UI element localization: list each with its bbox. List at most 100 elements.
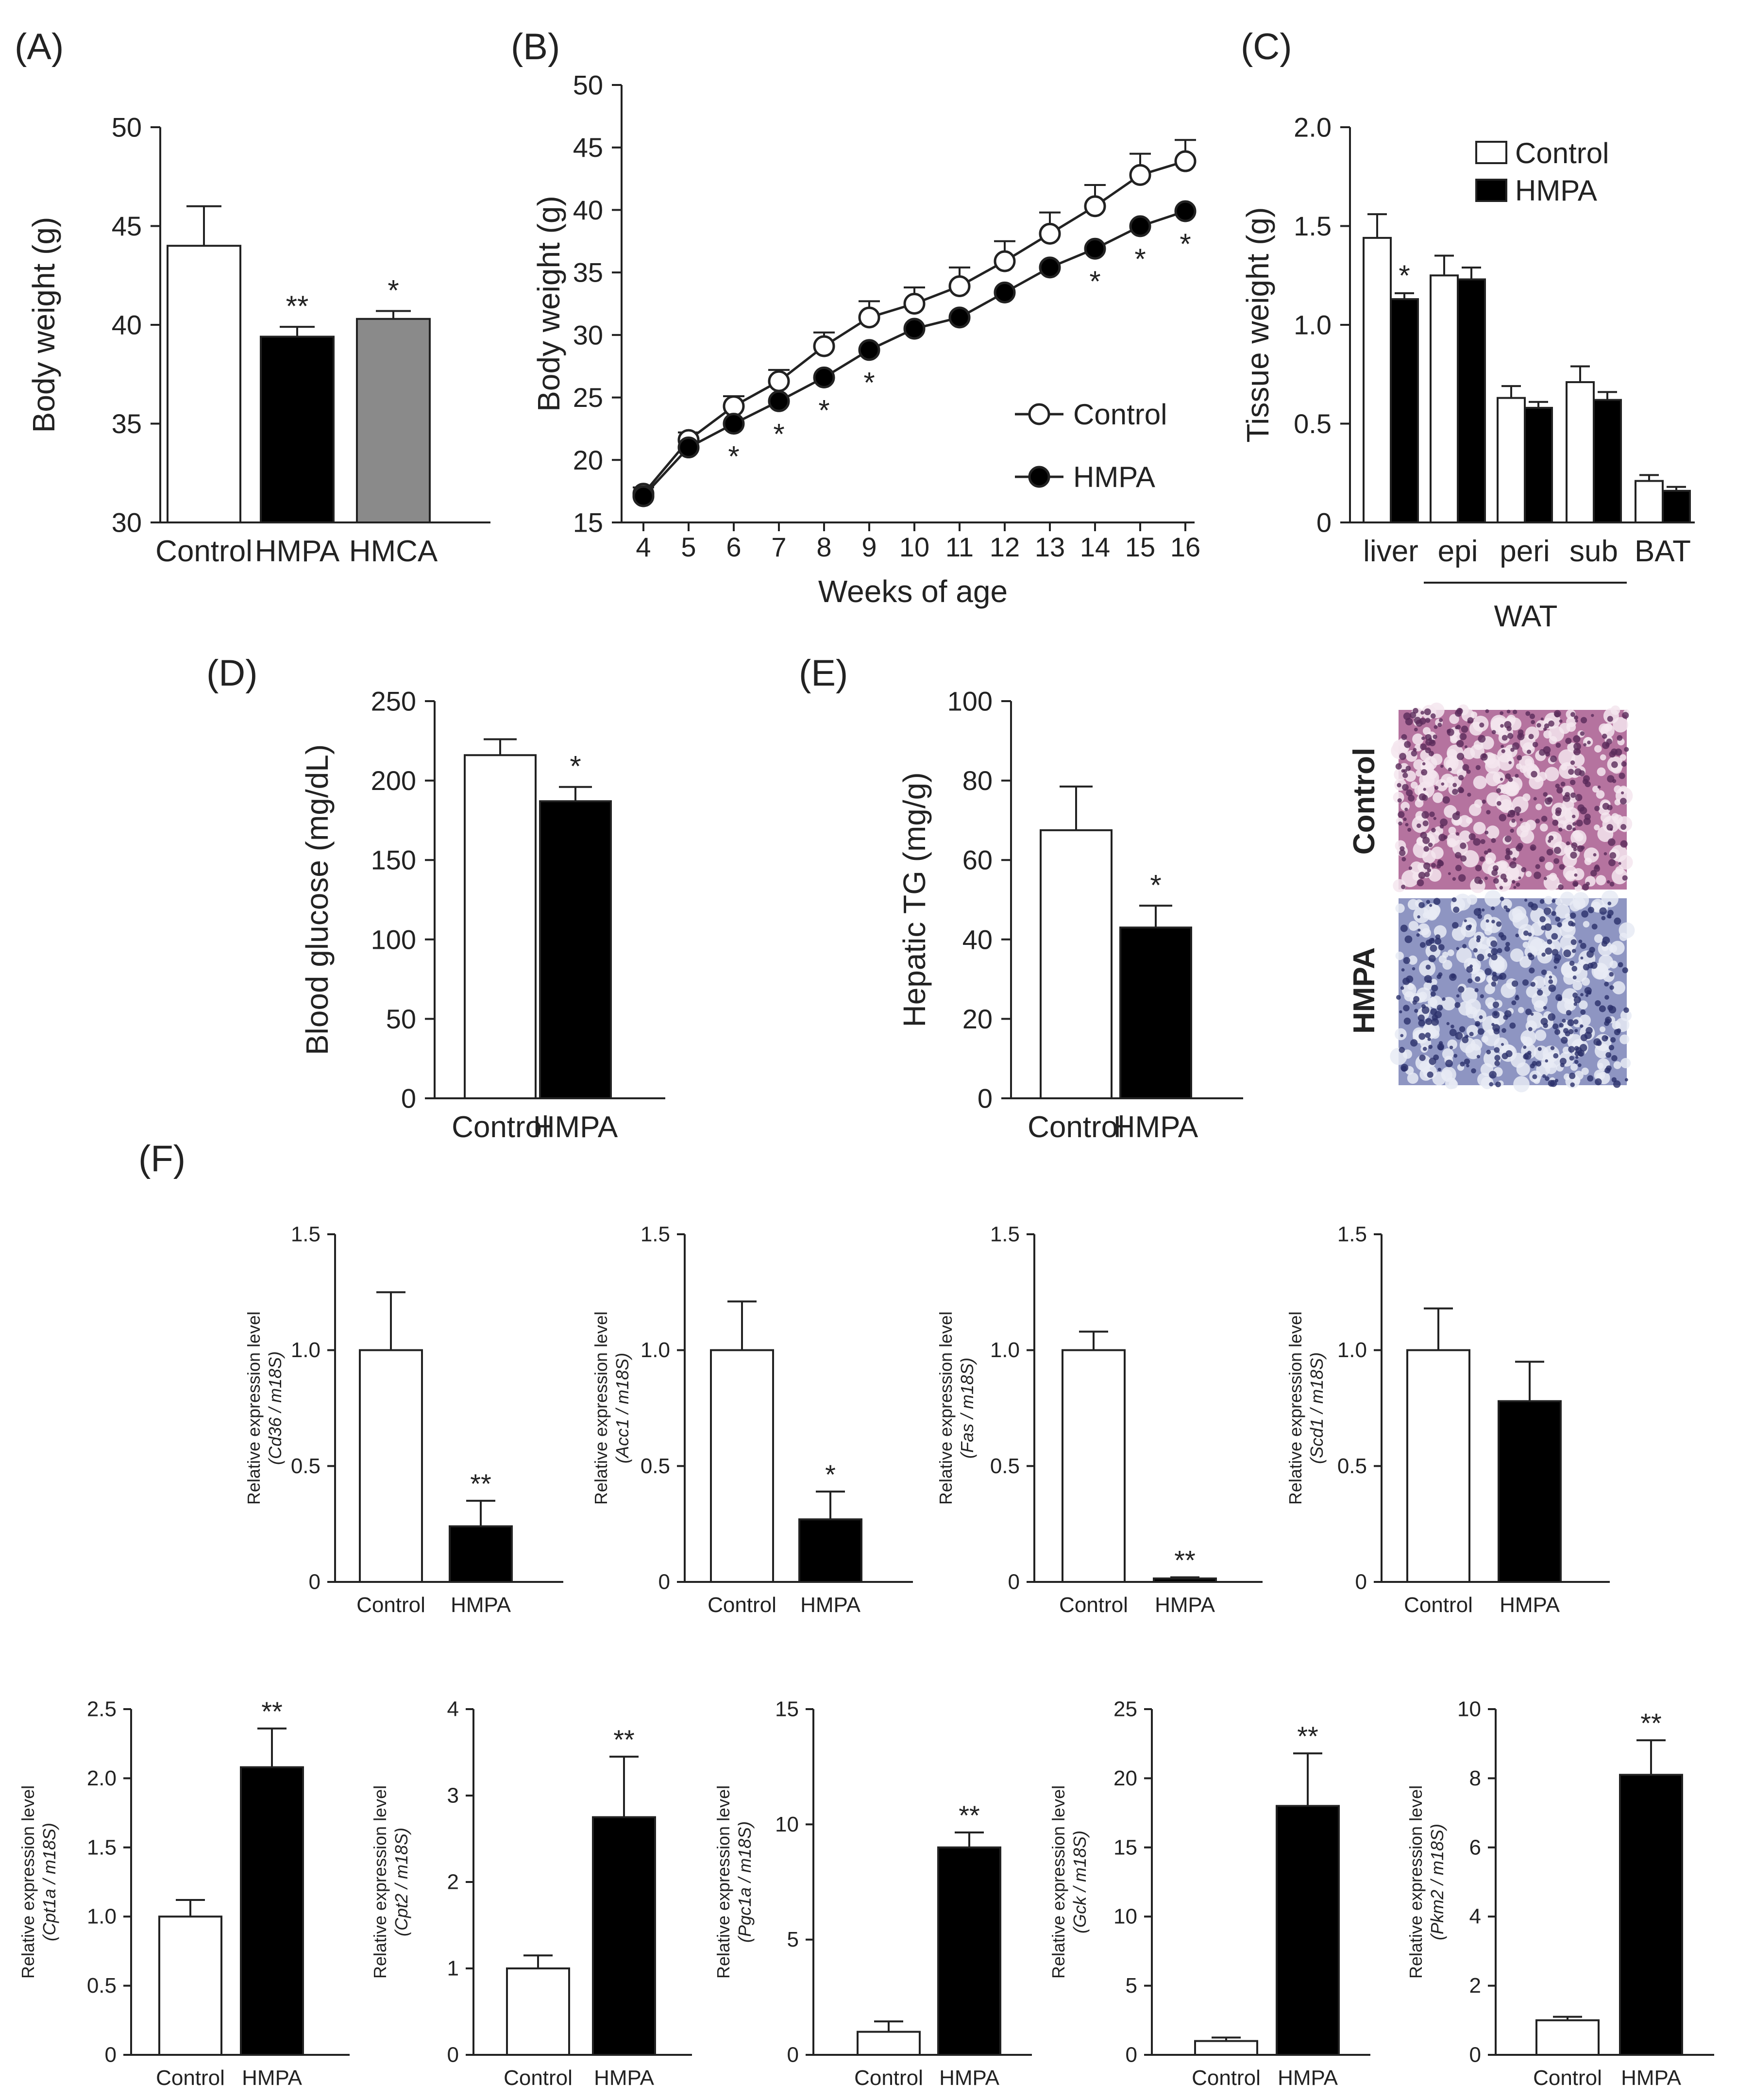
tissue-nucleus xyxy=(1507,733,1514,739)
legend-swatch-hmpa xyxy=(1475,179,1507,202)
legend-label-control: Control xyxy=(1073,398,1167,431)
tissue-nucleus xyxy=(1578,940,1583,943)
tissue-vacuole xyxy=(1462,850,1479,868)
data-point-control xyxy=(1084,195,1106,218)
tissue-nucleus xyxy=(1527,749,1532,755)
tissue-nucleus xyxy=(1475,765,1481,770)
tissue-vacuole xyxy=(1438,955,1447,963)
y-tick-label: 1.0 xyxy=(641,1338,670,1362)
tissue-vacuole xyxy=(1490,715,1508,732)
y-axis-title: Relative expression level xyxy=(18,1785,38,1979)
tissue-nucleus xyxy=(1575,1056,1579,1059)
category-label: Control xyxy=(156,2066,225,2090)
tissue-nucleus xyxy=(1408,794,1415,802)
tissue-nucleus xyxy=(1500,896,1504,901)
y-axis-subtitle: (Cd36 / m18S) xyxy=(265,1351,285,1465)
tissue-vacuole xyxy=(1473,775,1487,790)
tissue-nucleus xyxy=(1543,792,1548,797)
tissue-nucleus xyxy=(1511,1000,1517,1006)
tissue-nucleus xyxy=(1541,952,1546,957)
tissue-nucleus xyxy=(1418,872,1426,879)
tissue-nucleus xyxy=(1572,992,1578,998)
tissue-nucleus xyxy=(1431,938,1434,941)
tissue-nucleus xyxy=(1512,742,1520,750)
tissue-nucleus xyxy=(1617,735,1623,741)
y-axis-subtitle: (Pkm2 / m18S) xyxy=(1427,1824,1447,1940)
category-label: BAT xyxy=(1635,535,1691,568)
y-axis-subtitle: (Scd1 / m18S) xyxy=(1307,1352,1327,1464)
significance-star: ** xyxy=(286,290,309,322)
tissue-nucleus xyxy=(1525,711,1531,716)
y-tick-label: 0.5 xyxy=(990,1454,1020,1478)
tissue-nucleus xyxy=(1575,794,1583,801)
tissue-nucleus xyxy=(1587,740,1591,745)
tissue-nucleus xyxy=(1425,1032,1431,1038)
tissue-nucleus xyxy=(1403,1005,1410,1011)
tissue-nucleus xyxy=(1399,1047,1405,1053)
tissue-nucleus xyxy=(1486,810,1491,815)
tissue-nucleus xyxy=(1425,1018,1433,1025)
tissue-nucleus xyxy=(1473,948,1478,953)
tissue-vacuole xyxy=(1407,899,1419,910)
tissue-nucleus xyxy=(1445,1059,1453,1068)
tissue-nucleus xyxy=(1503,1014,1508,1020)
tissue-vacuole xyxy=(1601,890,1619,907)
tissue-nucleus xyxy=(1569,960,1575,966)
tissue-nucleus xyxy=(1527,952,1533,958)
y-tick-label: 30 xyxy=(112,507,142,538)
tissue-nucleus xyxy=(1607,901,1612,906)
y-axis-title: Blood glucose (mg/dL) xyxy=(300,744,335,1055)
tissue-vacuole xyxy=(1598,941,1613,957)
tissue-nucleus xyxy=(1433,734,1437,739)
bar-control xyxy=(1062,1349,1126,1583)
tissue-vacuole xyxy=(1584,847,1599,863)
tissue-nucleus xyxy=(1421,736,1425,740)
category-label: Control xyxy=(452,1110,549,1144)
y-tick-label: 35 xyxy=(112,408,142,439)
tissue-vacuole xyxy=(1561,764,1568,771)
bar-hmpa xyxy=(539,800,612,1099)
tissue-nucleus xyxy=(1553,958,1560,964)
tissue-nucleus xyxy=(1456,947,1459,950)
y-axis-title: Hepatic TG (mg/g) xyxy=(897,772,932,1027)
tissue-vacuole xyxy=(1408,921,1419,931)
tissue-nucleus xyxy=(1517,733,1525,740)
tissue-nucleus xyxy=(1431,1018,1439,1026)
bar-control xyxy=(710,1349,774,1583)
tissue-nucleus xyxy=(1491,954,1498,960)
tissue-nucleus xyxy=(1458,986,1465,993)
tissue-nucleus xyxy=(1525,1008,1532,1015)
tissue-nucleus xyxy=(1479,722,1484,728)
data-point-control xyxy=(948,275,971,297)
tissue-nucleus xyxy=(1568,1046,1575,1053)
tissue-vacuole xyxy=(1598,954,1614,970)
legend-swatch-control xyxy=(1475,141,1507,164)
tissue-nucleus xyxy=(1457,787,1464,793)
y-tick-label: 2 xyxy=(1469,1974,1481,1998)
tissue-nucleus xyxy=(1556,787,1563,794)
tissue-nucleus xyxy=(1460,842,1467,849)
significance-star: ** xyxy=(959,1800,980,1831)
tissue-nucleus xyxy=(1572,822,1576,826)
tissue-nucleus xyxy=(1442,997,1446,1001)
category-label: Control xyxy=(1059,1593,1128,1617)
tissue-nucleus xyxy=(1550,1080,1557,1087)
he-stain-control-image xyxy=(1391,702,1633,893)
tissue-nucleus xyxy=(1423,1046,1427,1051)
tissue-vacuole xyxy=(1500,862,1507,869)
tissue-nucleus xyxy=(1613,1080,1621,1088)
tissue-vacuole xyxy=(1619,754,1627,761)
tissue-vacuole xyxy=(1395,951,1404,960)
tissue-nucleus xyxy=(1431,984,1438,992)
tissue-nucleus xyxy=(1577,804,1585,812)
tissue-vacuole xyxy=(1560,891,1575,906)
tissue-nucleus xyxy=(1620,840,1628,848)
tissue-vacuole xyxy=(1513,1076,1530,1092)
tissue-nucleus xyxy=(1508,777,1513,782)
tissue-vacuole xyxy=(1545,1062,1557,1075)
tissue-nucleus xyxy=(1477,954,1484,961)
y-tick-label: 80 xyxy=(962,765,993,796)
chart-D: (D) 0 50 100 150 200 250 Blood glucose (mg/dL) C… xyxy=(206,653,665,1144)
tissue-nucleus xyxy=(1599,907,1607,915)
significance-star: ** xyxy=(1640,1708,1662,1738)
